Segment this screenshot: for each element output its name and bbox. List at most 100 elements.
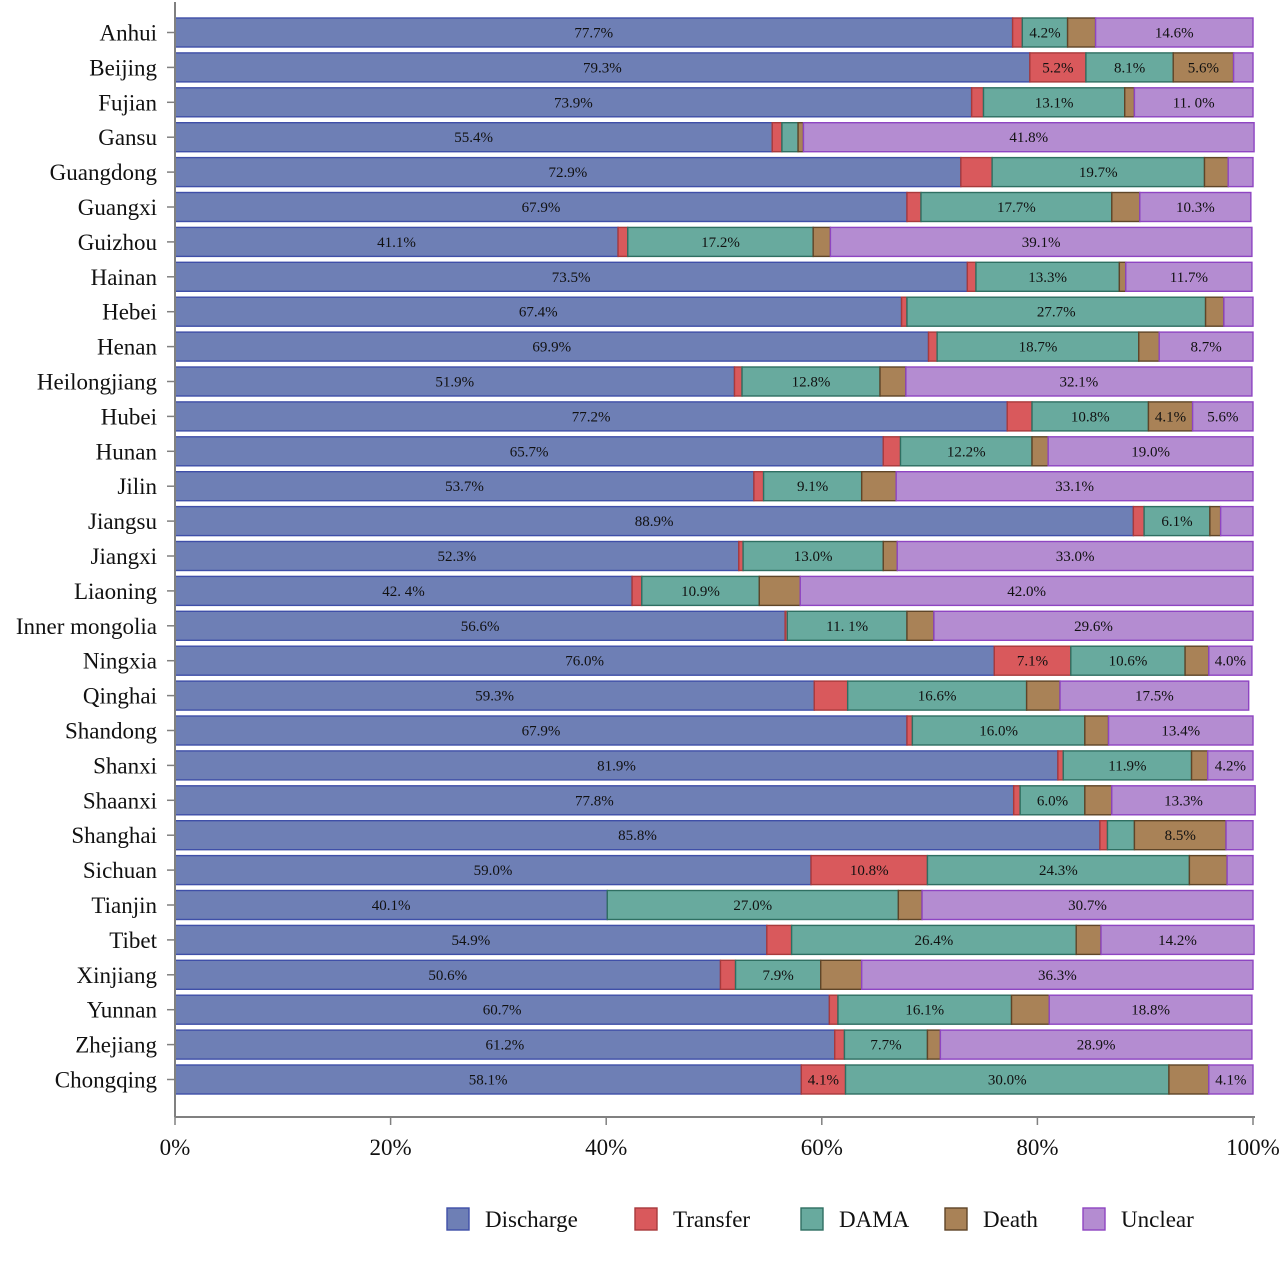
bar-label-inner-mongolia-discharge: 56.6% (461, 619, 500, 635)
bar-label-guangxi-discharge: 67.9% (522, 200, 561, 216)
bar-label-guizhou-discharge: 41.1% (377, 235, 416, 251)
bar-heilongjiang-death (879, 366, 907, 397)
bar-yunnan-unclear (1048, 994, 1253, 1025)
bar-label-liaoning-unclear: 42.0% (1007, 584, 1046, 600)
bar-chongqing-death (1168, 1064, 1210, 1095)
bar-label-ningxia-unclear: 4.0% (1215, 654, 1246, 670)
bar-fujian-death (1124, 87, 1136, 118)
category-label-gansu: Gansu (98, 125, 157, 150)
bar-label-jilin-discharge: 53.7% (445, 479, 484, 495)
bar-label-qinghai-unclear: 17.5% (1135, 689, 1174, 705)
bar-label-sichuan-dama: 24.3% (1039, 863, 1078, 879)
bar-label-tianjin-discharge: 40.1% (372, 898, 411, 914)
bar-guizhou-discharge (174, 226, 619, 258)
bar-guizhou-dama (627, 226, 814, 258)
bar-label-anhui-unclear: 14.6% (1155, 26, 1194, 42)
bar-label-beijing-dama: 8.1% (1114, 60, 1145, 76)
bar-label-yunnan-discharge: 60.7% (483, 1003, 522, 1019)
bar-label-guizhou-unclear: 39.1% (1022, 235, 1061, 251)
bar-liaoning-transfer (631, 575, 643, 607)
bar-label-zhejiang-dama: 7.7% (870, 1038, 901, 1054)
bar-label-gansu-unclear: 41.8% (1009, 130, 1048, 146)
bar-label-hunan-discharge: 65.7% (510, 444, 549, 460)
bar-heilongjiang-unclear (905, 366, 1253, 397)
bar-hunan-transfer (882, 436, 902, 467)
category-label-tibet: Tibet (109, 928, 157, 953)
category-label-sichuan: Sichuan (83, 858, 158, 883)
category-label-tianjin: Tianjin (91, 893, 157, 918)
bar-xinjiang-dama (734, 959, 822, 990)
bar-sichuan-transfer (810, 854, 929, 886)
bar-label-jilin-dama: 9.1% (797, 479, 828, 495)
category-label-hebei: Hebei (102, 300, 157, 325)
x-tick-label: 40% (585, 1135, 627, 1160)
bar-label-hunan-dama: 12.2% (947, 444, 986, 460)
bar-label-heilongjiang-discharge: 51.9% (435, 375, 474, 391)
bar-guizhou-transfer (617, 226, 629, 258)
category-label-liaoning: Liaoning (74, 579, 158, 604)
bar-shandong-discharge (174, 715, 908, 746)
bar-label-xinjiang-unclear: 36.3% (1038, 968, 1077, 984)
category-label-yunnan: Yunnan (87, 998, 158, 1023)
bar-label-shanghai-discharge: 85.8% (618, 828, 657, 844)
bar-label-qinghai-dama: 16.6% (918, 689, 957, 705)
bar-label-liaoning-discharge: 42. 4% (382, 584, 425, 600)
bar-jiangsu-death (1209, 505, 1222, 537)
bar-inner-mongolia-dama (786, 610, 908, 641)
bar-label-shaanxi-unclear: 13.3% (1164, 793, 1203, 809)
category-label-beijing: Beijing (89, 55, 157, 80)
bar-label-chongqing-unclear: 4.1% (1215, 1073, 1246, 1089)
bar-label-shandong-dama: 16.0% (979, 724, 1018, 740)
bar-hebei-unclear (1223, 296, 1254, 327)
bar-label-inner-mongolia-unclear: 29.6% (1074, 619, 1113, 635)
bar-label-henan-discharge: 69.9% (532, 340, 571, 356)
bar-beijing-dama (1085, 52, 1174, 83)
category-label-guizhou: Guizhou (78, 230, 158, 255)
bar-label-jiangsu-dama: 6.1% (1161, 514, 1192, 530)
bar-tibet-unclear (1100, 924, 1255, 956)
bar-shanghai-death (1133, 820, 1227, 851)
bar-label-hainan-discharge: 73.5% (552, 270, 591, 286)
bar-label-hubei-unclear: 5.6% (1207, 409, 1238, 425)
bar-liaoning-death (758, 575, 801, 607)
category-label-fujian: Fujian (98, 90, 157, 115)
bars-layer (174, 17, 1256, 1095)
bar-qinghai-transfer (813, 680, 849, 711)
bar-jiangxi-unclear (896, 540, 1254, 572)
bar-beijing-discharge (174, 52, 1031, 83)
bar-label-xinjiang-discharge: 50.6% (428, 968, 467, 984)
bar-label-guangxi-unclear: 10.3% (1176, 200, 1215, 216)
bar-inner-mongolia-discharge (174, 610, 786, 641)
bar-jiangsu-unclear (1219, 505, 1254, 537)
bar-label-liaoning-dama: 10.9% (681, 584, 720, 600)
bar-label-guangdong-discharge: 72.9% (549, 165, 588, 181)
category-label-heilongjiang: Heilongjiang (37, 370, 158, 395)
bar-label-jiangxi-dama: 13.0% (794, 549, 833, 565)
legend-swatch-dama (800, 1207, 824, 1231)
bar-guangxi-death (1111, 191, 1141, 223)
legend-label-unclear: Unclear (1121, 1207, 1194, 1232)
bar-qinghai-death (1025, 680, 1061, 711)
bar-beijing-transfer (1029, 52, 1087, 83)
bar-label-fujian-discharge: 73.9% (554, 95, 593, 111)
bar-gansu-dama (781, 121, 799, 153)
bar-label-shanxi-unclear: 4.2% (1215, 758, 1246, 774)
bar-label-sichuan-discharge: 59.0% (474, 863, 513, 879)
bar-liaoning-unclear (799, 575, 1254, 607)
category-label-guangdong: Guangdong (50, 160, 158, 185)
bar-ningxia-discharge (174, 645, 995, 676)
legend-swatch-discharge (446, 1207, 470, 1231)
x-tick-label: 0% (160, 1135, 191, 1160)
bar-label-tibet-dama: 26.4% (915, 933, 954, 949)
bar-label-zhejiang-discharge: 61.2% (485, 1038, 524, 1054)
bar-label-hebei-discharge: 67.4% (519, 305, 558, 321)
bar-shanghai-unclear (1225, 820, 1254, 851)
bar-label-anhui-dama: 4.2% (1029, 26, 1060, 42)
bar-jiangsu-transfer (1132, 505, 1145, 537)
category-label-guangxi: Guangxi (78, 195, 157, 220)
bar-label-chongqing-discharge: 58.1% (469, 1073, 508, 1089)
bar-beijing-death (1172, 52, 1235, 83)
bar-fujian-discharge (174, 87, 973, 118)
x-tick-label: 20% (370, 1135, 412, 1160)
bar-shandong-unclear (1107, 715, 1254, 746)
